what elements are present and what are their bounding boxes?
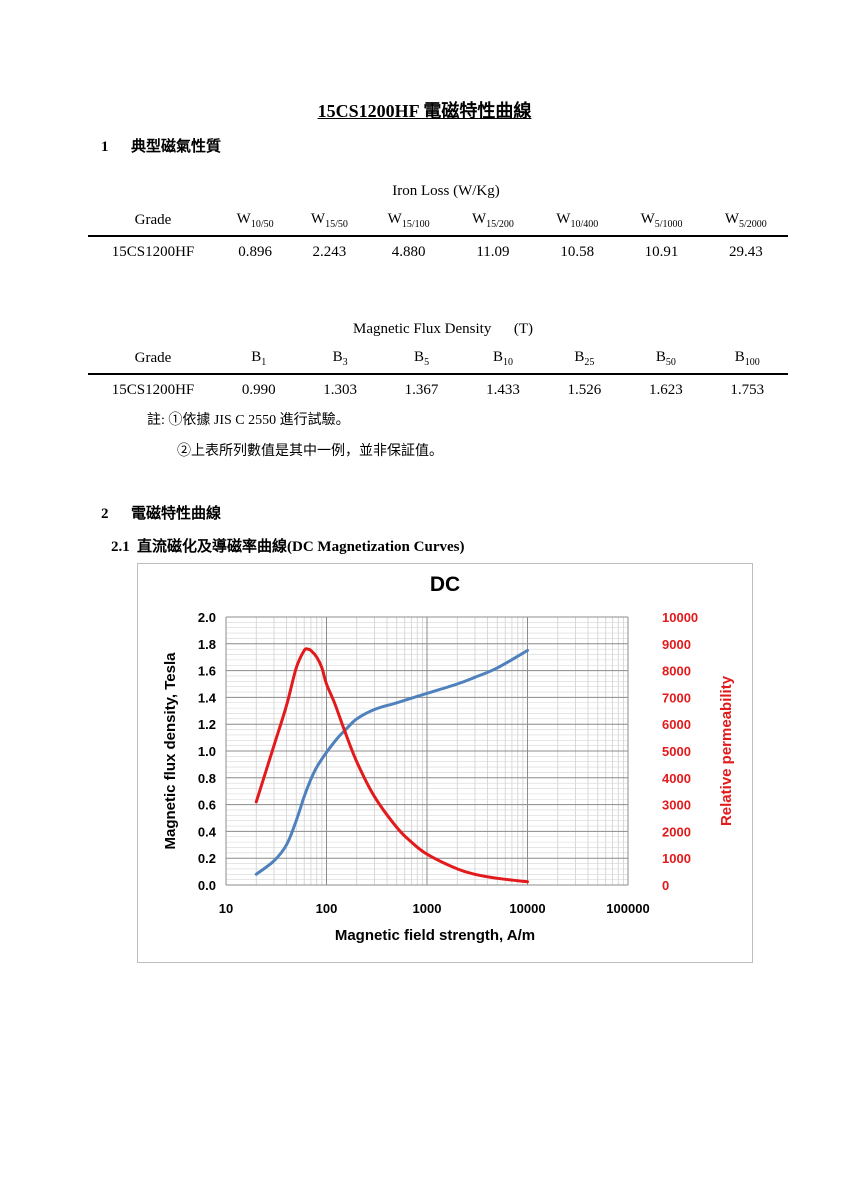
iron-loss-value-cell: 10.58 <box>560 243 595 260</box>
flux-density-value-cell: 1.303 <box>323 381 357 398</box>
y2-axis-label: Relative permeability <box>718 675 735 826</box>
flux-density-table: Grade B1 B3 B5 B10 B25 B50 B100 15CS1200HF 0.9… <box>88 343 788 405</box>
y-tick-label: 1.0 <box>198 744 216 759</box>
subsection-2-1-heading: 2.1 直流磁化及導磁率曲線(DC Magnetization Curves) <box>111 535 464 556</box>
iron-loss-caption: Iron Loss (W/Kg) <box>88 183 788 200</box>
x-tick-label: 100 <box>316 901 338 916</box>
permeability-series-line <box>254 647 529 884</box>
note-1-text: ①依據 JIS C 2550 進行試驗。 <box>168 413 350 428</box>
y-tick-label: 2.0 <box>198 610 216 625</box>
flux-density-value-cell: 1.433 <box>486 381 520 398</box>
iron-loss-caption-text: Iron Loss (W/Kg) <box>392 183 500 199</box>
iron-loss-col-header: W5/2000 <box>703 205 788 237</box>
y-tick-label: 1.4 <box>198 690 217 705</box>
iron-loss-col-header: W15/100 <box>366 205 451 237</box>
iron-loss-value-cell: 2.243 <box>312 243 347 260</box>
y-axis-label: Magnetic flux density, Tesla <box>162 652 179 850</box>
flux-density-header-row: Grade B1 B3 B5 B10 B25 B50 B100 <box>88 343 788 375</box>
note-label: 註: <box>147 413 165 428</box>
y-tick-label: 1.6 <box>198 664 216 679</box>
flux-density-series-line <box>254 649 529 876</box>
grade-cell: 15CS1200HF <box>111 243 195 260</box>
iron-loss-value-cell: 29.43 <box>728 243 763 260</box>
y2-tick-label: 6000 <box>662 717 691 732</box>
y-tick-label: 0.0 <box>198 878 216 893</box>
y-tick-label: 0.8 <box>198 771 216 786</box>
flux-density-col-header: B100 <box>706 343 788 375</box>
document-title: 15CS1200HF 電磁特性曲線 <box>317 101 532 121</box>
iron-loss-value-cell: 4.880 <box>391 243 426 260</box>
dc-magnetization-chart: 0.0 0.2 0.4 0.6 0.8 1.0 1.2 1.4 1.6 1.8 2.0 0 1000 20… <box>162 573 735 944</box>
iron-loss-col-header: W10/50 <box>218 205 293 237</box>
grade-header: Grade <box>88 205 218 237</box>
note-1: 註: ①依據 JIS C 2550 進行試驗。 <box>147 409 350 429</box>
iron-loss-col-header: W10/400 <box>535 205 620 237</box>
section-1-heading: 1 典型磁氣性質 <box>101 135 221 156</box>
dc-chart-frame: 0.0 0.2 0.4 0.6 0.8 1.0 1.2 1.4 1.6 1.8 2.0 0 1000 20… <box>137 563 753 963</box>
y2-tick-label: 2000 <box>662 824 691 839</box>
y2-tick-label: 1000 <box>662 851 691 866</box>
y-tick-label: 0.6 <box>198 798 216 813</box>
note-2-text: ②上表所列數值是其中一例，並非保証值。 <box>177 444 443 459</box>
flux-density-value-cell: 1.753 <box>730 381 765 398</box>
section-1-title: 典型磁氣性質 <box>131 139 222 155</box>
y2-tick-label: 4000 <box>662 771 691 786</box>
x-tick-label: 1000 <box>413 901 442 916</box>
flux-density-value-cell: 1.367 <box>404 381 439 398</box>
flux-density-caption-text: Magnetic Flux Density (T) <box>353 321 533 337</box>
y2-tick-label: 10000 <box>662 610 698 625</box>
flux-density-col-header: B50 <box>625 343 707 375</box>
section-2-heading: 2 電磁特性曲線 <box>101 502 221 523</box>
iron-loss-col-header: W15/200 <box>450 205 536 237</box>
y-tick-label: 1.8 <box>198 637 216 652</box>
x-tick-label: 10000 <box>509 901 545 916</box>
section-1-number: 1 <box>101 139 109 155</box>
iron-loss-col-header: W15/50 <box>292 205 367 237</box>
y2-tick-label: 3000 <box>662 798 691 813</box>
flux-density-col-header: B10 <box>462 343 544 375</box>
section-2-number: 2 <box>101 506 109 522</box>
y2-tick-label: 7000 <box>662 690 691 705</box>
y-tick-label: 0.2 <box>198 851 216 866</box>
y2-tick-label: 9000 <box>662 637 691 652</box>
grade-cell: 15CS1200HF <box>111 381 195 398</box>
subsection-2-1-number: 2.1 <box>111 539 130 555</box>
iron-loss-header-row: Grade W10/50 W15/50 W15/100 W15/200 W10/400 W… <box>88 205 788 237</box>
iron-loss-value-cell: 11.09 <box>476 243 510 260</box>
x-tick-label: 100000 <box>606 901 649 916</box>
flux-density-col-header: B3 <box>299 343 381 375</box>
flux-density-col-header: B25 <box>543 343 626 375</box>
x-axis-label: Magnetic field strength, A/m <box>335 927 535 944</box>
flux-density-value-cell: 1.623 <box>648 381 683 398</box>
flux-density-col-header: B1 <box>218 343 300 375</box>
y-tick-label: 1.2 <box>198 717 216 732</box>
iron-loss-table: Grade W10/50 W15/50 W15/100 W15/200 W10/400 W… <box>88 205 788 267</box>
flux-density-caption: Magnetic Flux Density (T) <box>88 321 788 338</box>
iron-loss-value-cell: 10.91 <box>644 243 679 260</box>
subsection-2-1-title: 直流磁化及導磁率曲線(DC Magnetization Curves) <box>137 539 465 555</box>
flux-density-col-header: B5 <box>380 343 463 375</box>
y-tick-label: 0.4 <box>198 824 217 839</box>
x-tick-label: 10 <box>219 901 233 916</box>
grade-header: Grade <box>88 343 218 375</box>
flux-density-value-cell: 0.990 <box>241 381 276 398</box>
y2-tick-label: 5000 <box>662 744 691 759</box>
flux-density-value-cell: 1.526 <box>567 381 602 398</box>
section-2-title: 電磁特性曲線 <box>131 506 222 522</box>
y2-tick-label: 0 <box>662 878 669 893</box>
flux-density-data-row: 15CS1200HF 0.990 1.303 1.367 1.433 1.526 1.62… <box>88 374 788 405</box>
y2-tick-label: 8000 <box>662 664 691 679</box>
chart-title: DC <box>430 573 460 596</box>
iron-loss-data-row: 15CS1200HF 0.896 2.243 4.880 11.09 10.58 10.9… <box>88 236 788 267</box>
iron-loss-col-header: W5/1000 <box>619 205 704 237</box>
iron-loss-value-cell: 0.896 <box>238 243 272 260</box>
